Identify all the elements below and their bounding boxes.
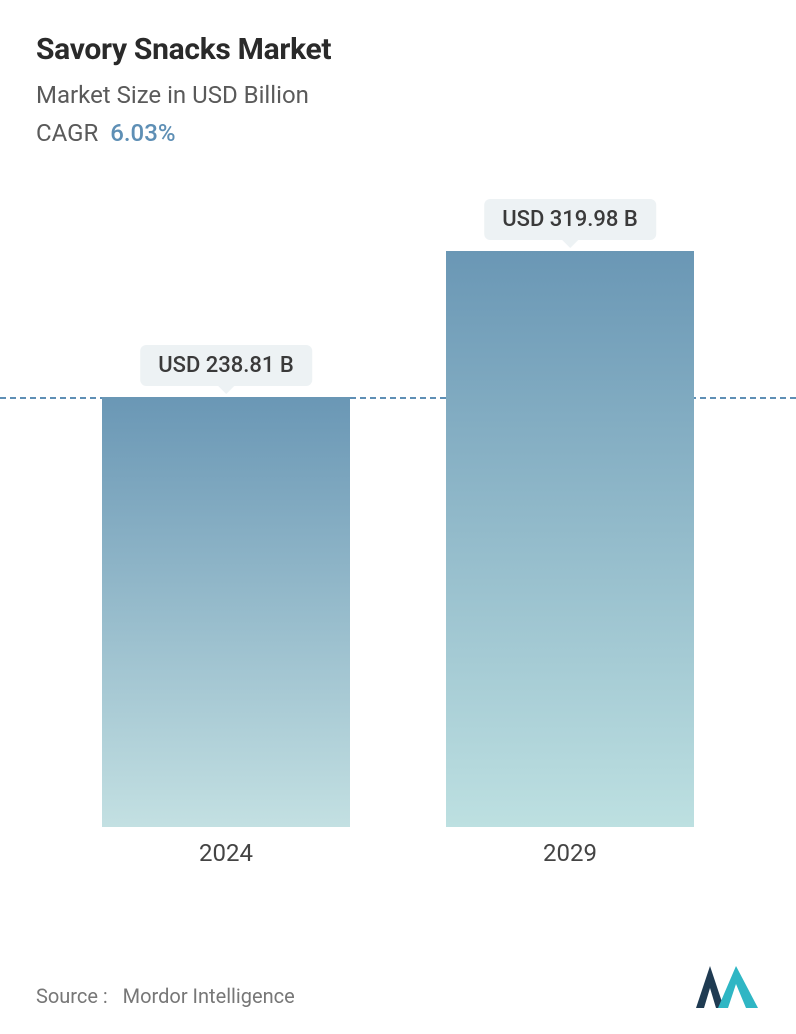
- value-badge-2029: USD 319.98 B: [484, 199, 656, 240]
- year-label-2029: 2029: [446, 839, 694, 867]
- bar-2029: [446, 251, 694, 827]
- year-label-2024: 2024: [102, 839, 350, 867]
- source-name: Mordor Intelligence: [123, 984, 295, 1008]
- cagr-value: 6.03%: [110, 119, 175, 147]
- bar-2024: [102, 397, 350, 827]
- chart-subtitle: Market Size in USD Billion: [36, 81, 760, 109]
- bar-fill: [102, 397, 350, 827]
- source-text: Source : Mordor Intelligence: [36, 984, 295, 1008]
- chart-title: Savory Snacks Market: [36, 32, 760, 67]
- brand-logo-icon: [696, 966, 760, 1008]
- source-label: Source :: [36, 984, 108, 1008]
- cagr-label: CAGR: [36, 119, 98, 147]
- value-badge-2024: USD 238.81 B: [140, 345, 312, 386]
- bar-fill: [446, 251, 694, 827]
- cagr-row: CAGR 6.03%: [36, 119, 760, 147]
- chart-area: USD 238.81 B 2024 USD 319.98 B 2029: [36, 187, 760, 887]
- chart-footer: Source : Mordor Intelligence: [36, 966, 760, 1008]
